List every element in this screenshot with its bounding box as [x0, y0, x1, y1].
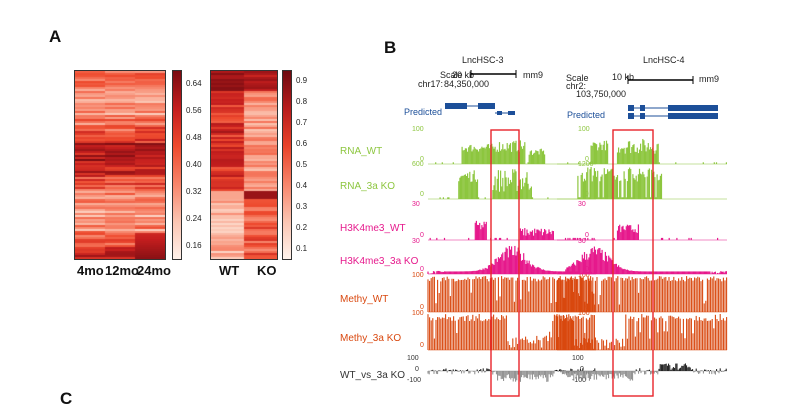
track-label-wt-vs-ko: WT_vs_3a KO — [340, 370, 406, 381]
heatmap-age-column-2: 24mo — [137, 263, 171, 278]
colorbar-age — [172, 70, 182, 260]
locus-2-coord: 103,750,000 — [576, 89, 627, 99]
track-axis-label: 0 — [585, 156, 589, 163]
panel-label-b: B — [384, 38, 397, 57]
track-label-methy-wt: Methy_WT — [340, 294, 389, 305]
track-axis-label: 100 — [412, 272, 424, 279]
heatmap-age-column-0: 4mo — [77, 263, 104, 278]
track-label-methy-ko: Methy_3a KO — [340, 333, 402, 344]
locus-2-chrom: chr2: — [566, 81, 587, 91]
locus-2-scale-value: 10 kb — [612, 72, 635, 82]
highlight-box-locus-1 — [490, 129, 520, 397]
track-axis-label: 0 — [420, 304, 424, 311]
gene-model-exon — [445, 103, 467, 109]
colorbar-genotype-tick: 0.9 — [296, 75, 308, 85]
gene-model-exon — [508, 111, 515, 115]
heatmap-genotype-column-1: KO — [257, 263, 277, 278]
gene-model-exon — [628, 105, 634, 111]
track-axis-label: 0 — [585, 232, 589, 239]
locus-1-assembly: mm9 — [523, 70, 543, 80]
panel-label-a: A — [49, 27, 62, 46]
locus-2-name: LncHSC-4 — [643, 55, 685, 65]
gene-model-exon — [668, 113, 718, 119]
gene-model-exon — [640, 105, 645, 111]
highlight-box-locus-2 — [612, 129, 654, 397]
locus-1-chrom: chr17: — [418, 79, 444, 89]
locus-1-scale-label: Scale — [440, 70, 463, 80]
track-axis-label: 600 — [412, 161, 424, 168]
colorbar-age-tick: 0.40 — [186, 160, 202, 169]
track-axis-label: 30 — [412, 238, 420, 245]
track-axis-label: 0 — [420, 342, 424, 349]
colorbar-age-tick: 0.56 — [186, 105, 202, 115]
gene-model-exon — [478, 103, 495, 109]
gene-model-exon — [497, 111, 502, 115]
track-axis-label: 30 — [578, 201, 586, 208]
locus-2-scale-label: Scale — [566, 73, 589, 83]
track-axis-label: 0 — [420, 232, 424, 239]
track-label-rna-wt: RNA_WT — [340, 146, 383, 157]
track-axis-label: 1200 — [578, 161, 594, 168]
track-axis-label: 0 — [420, 156, 424, 163]
colorbar-genotype-tick: 0.6 — [296, 138, 308, 148]
locus-1-coord: 84,350,000 — [444, 79, 490, 89]
track-label-h3k4me3-ko: H3K4me3_3a KO — [340, 256, 419, 267]
track-axis-label: 100 — [578, 126, 590, 133]
track-axis-label: 100 — [572, 355, 584, 362]
colorbar-age-tick: 0.24 — [186, 214, 202, 224]
colorbar-genotype-tick: 0.2 — [296, 223, 308, 233]
track-label-rna-ko: RNA_3a KO — [340, 181, 396, 192]
track-axis-label: 0 — [415, 366, 419, 373]
colorbar-genotype-tick: 0.7 — [296, 117, 308, 127]
colorbar-genotype-tick: 0.5 — [296, 160, 308, 169]
colorbar-age-tick: 0.16 — [186, 241, 202, 251]
heatmap-age-column-1: 12mo — [105, 263, 139, 278]
heatmap-age — [74, 70, 166, 260]
locus-2-gene-label: Predicted — [567, 110, 606, 120]
colorbar-genotype-tick: 0.1 — [296, 244, 308, 254]
track-axis-label: 100 — [578, 272, 590, 279]
track-axis-label: 0 — [420, 266, 424, 273]
locus-2-assembly: mm9 — [699, 74, 719, 84]
track-axis-label: 30 — [578, 238, 586, 245]
colorbar-genotype-tick: 0.8 — [296, 96, 308, 106]
gene-model-exon — [640, 113, 645, 119]
colorbar-age-tick: 0.48 — [186, 132, 202, 142]
colorbar-genotype-tick: 0.4 — [296, 181, 308, 191]
track-axis-label: 100 — [412, 310, 424, 317]
locus-1-name: LncHSC-3 — [462, 55, 504, 65]
track-axis-label: 100 — [578, 310, 590, 317]
colorbar-age-tick: 0.64 — [186, 78, 202, 88]
track-axis-label: 30 — [412, 201, 420, 208]
track-axis-label: 100 — [412, 126, 424, 133]
track-axis-label: 0 — [580, 366, 584, 373]
colorbar-age-tick: 0.32 — [186, 187, 202, 197]
track-axis-label: -100 — [407, 377, 422, 384]
colorbar-genotype-tick: 0.3 — [296, 202, 308, 212]
colorbar-genotype — [282, 70, 292, 260]
locus-1-scale-value: 20 kb — [452, 70, 475, 80]
track-axis-label: 0 — [420, 191, 424, 198]
track-axis-label: 100 — [407, 355, 419, 362]
heatmap-genotype-column-0: WT — [219, 263, 240, 278]
heatmap-genotype — [210, 70, 278, 260]
gene-model-exon — [628, 113, 634, 119]
gene-model-exon — [668, 105, 718, 111]
locus-1-gene-label: Predicted — [404, 107, 443, 117]
track-label-h3k4me3-wt: H3K4me3_WT — [340, 223, 406, 234]
